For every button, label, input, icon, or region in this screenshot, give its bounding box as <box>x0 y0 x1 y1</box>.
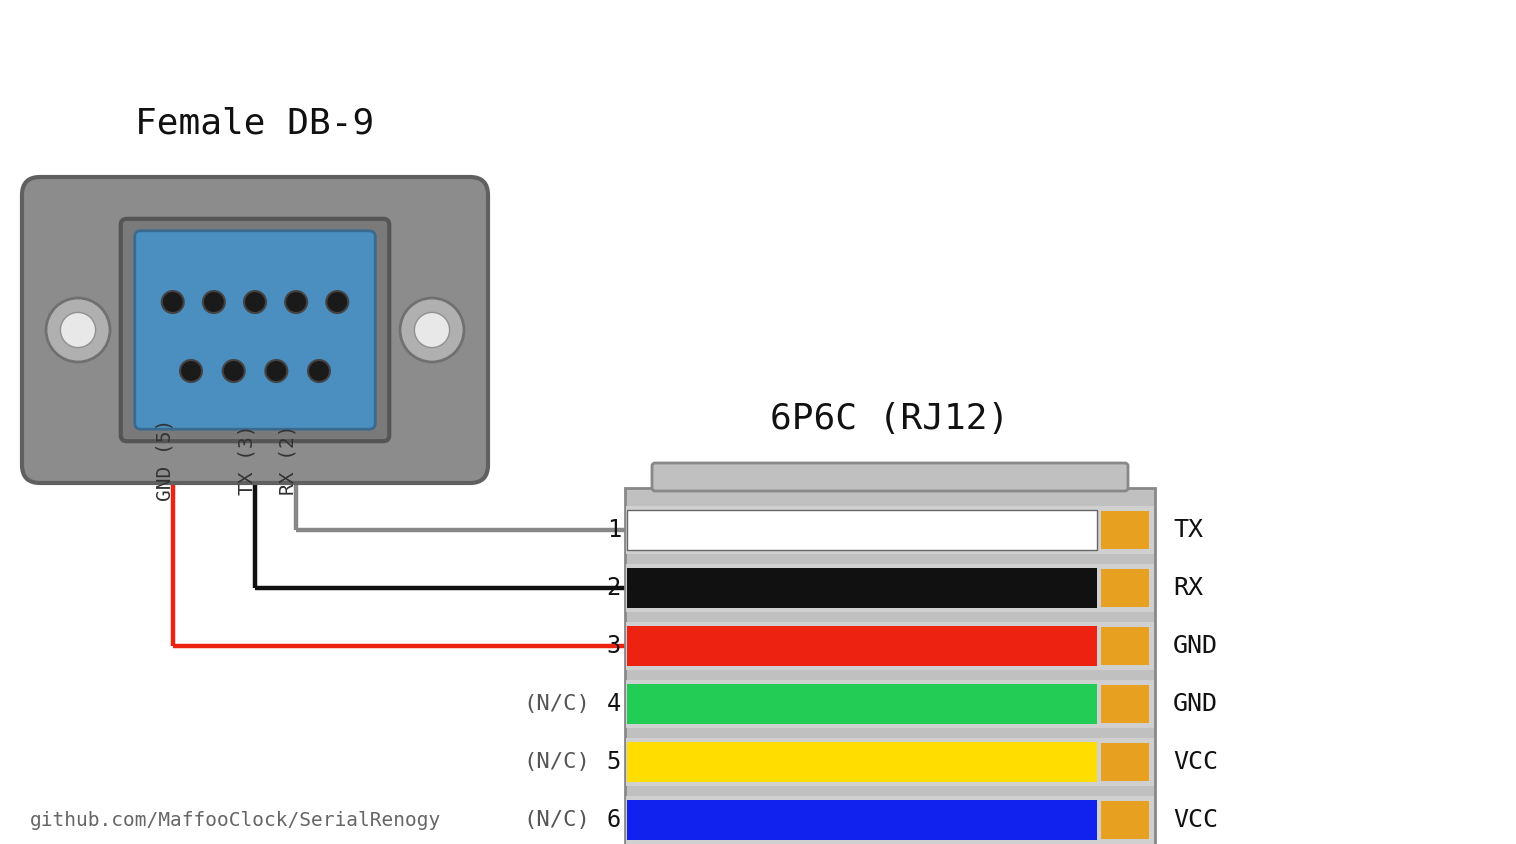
Bar <box>1101 801 1149 839</box>
Text: (N/C): (N/C) <box>523 694 590 714</box>
Bar <box>628 742 1098 782</box>
Bar <box>626 680 1154 728</box>
Circle shape <box>162 291 183 313</box>
Bar <box>1101 511 1149 549</box>
Text: (N/C): (N/C) <box>523 752 590 772</box>
Bar <box>628 800 1098 840</box>
Bar <box>628 510 1098 550</box>
Text: (N/C): (N/C) <box>523 810 590 830</box>
Text: VCC: VCC <box>1173 808 1217 832</box>
Bar <box>628 684 1098 724</box>
Text: 5: 5 <box>606 750 622 774</box>
Text: TX (3): TX (3) <box>238 425 256 495</box>
FancyBboxPatch shape <box>135 230 376 430</box>
Text: 6P6C (RJ12): 6P6C (RJ12) <box>770 402 1010 436</box>
Text: GND: GND <box>1173 634 1217 658</box>
Text: Female DB-9: Female DB-9 <box>135 106 374 140</box>
Circle shape <box>180 360 202 382</box>
Text: 1: 1 <box>606 518 622 542</box>
Bar <box>1101 569 1149 607</box>
Bar <box>626 622 1154 670</box>
Circle shape <box>400 298 464 362</box>
Circle shape <box>244 291 265 313</box>
Circle shape <box>223 360 244 382</box>
Bar <box>1101 627 1149 665</box>
FancyBboxPatch shape <box>652 463 1128 491</box>
Circle shape <box>414 312 450 348</box>
Text: VCC: VCC <box>1173 750 1217 774</box>
Text: 4: 4 <box>606 692 622 716</box>
Bar <box>626 564 1154 612</box>
FancyBboxPatch shape <box>23 177 488 483</box>
Circle shape <box>308 360 330 382</box>
Circle shape <box>45 298 111 362</box>
Text: RX (2): RX (2) <box>279 425 297 495</box>
Bar <box>628 568 1098 608</box>
Text: 6: 6 <box>606 808 622 832</box>
Circle shape <box>265 360 288 382</box>
Text: 2: 2 <box>606 576 622 600</box>
Text: GND (5): GND (5) <box>155 419 174 501</box>
Text: github.com/MaffooClock/SerialRenogy: github.com/MaffooClock/SerialRenogy <box>30 810 441 830</box>
Bar <box>626 506 1154 554</box>
Text: GND: GND <box>1173 692 1217 716</box>
Bar <box>625 488 1155 844</box>
Bar <box>1101 685 1149 723</box>
Circle shape <box>61 312 96 348</box>
Bar <box>626 796 1154 844</box>
Circle shape <box>326 291 349 313</box>
Circle shape <box>285 291 308 313</box>
FancyBboxPatch shape <box>121 219 390 441</box>
Bar <box>628 626 1098 666</box>
Bar <box>1101 743 1149 781</box>
Text: RX: RX <box>1173 576 1204 600</box>
Bar <box>626 738 1154 786</box>
Text: 3: 3 <box>606 634 622 658</box>
Circle shape <box>203 291 224 313</box>
Text: TX: TX <box>1173 518 1204 542</box>
